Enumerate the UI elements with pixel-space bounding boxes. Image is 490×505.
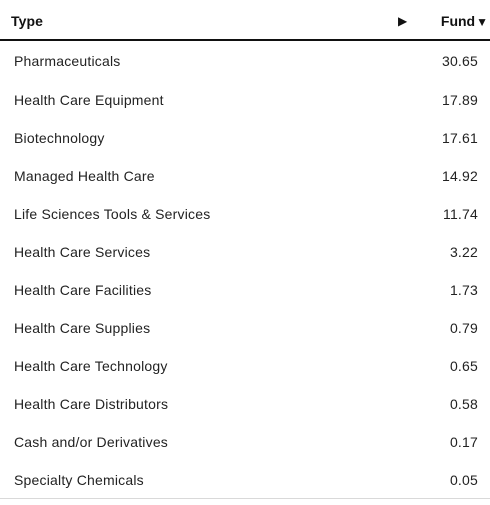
type-cell: Biotechnology: [14, 130, 105, 146]
type-cell: Life Sciences Tools & Services: [14, 206, 211, 222]
type-column-header: Type: [11, 13, 44, 29]
type-cell: Health Care Facilities: [14, 282, 152, 298]
table-row: Health Care Distributors 0.58: [0, 384, 490, 422]
fund-cell: 0.17: [449, 434, 478, 450]
fund-cell: 14.92: [441, 168, 478, 184]
fund-cell: 0.65: [449, 358, 478, 374]
table-row: Pharmaceuticals 30.65: [0, 41, 490, 80]
fund-column-header[interactable]: Fund▼: [441, 13, 488, 29]
triangle-right-icon[interactable]: ▶: [398, 14, 408, 28]
table-row: Cash and/or Derivatives 0.17: [0, 422, 490, 460]
table-row: Health Care Technology 0.65: [0, 346, 490, 384]
type-cell: Specialty Chemicals: [14, 472, 144, 488]
fund-cell: 0.79: [449, 320, 478, 336]
fund-cell: 0.05: [449, 472, 478, 488]
table-row: Health Care Supplies 0.79: [0, 308, 490, 346]
type-cell: Pharmaceuticals: [14, 53, 121, 69]
table-row: Health Care Services 3.22: [0, 232, 490, 270]
fund-cell: 1.73: [449, 282, 478, 298]
type-cell: Managed Health Care: [14, 168, 155, 184]
type-cell: Health Care Distributors: [14, 396, 169, 412]
table-row: Health Care Equipment 17.89: [0, 80, 490, 118]
type-cell: Health Care Equipment: [14, 92, 164, 108]
fund-cell: 17.61: [441, 130, 478, 146]
fund-cell: 11.74: [443, 206, 478, 222]
table-header: Type ▶ Fund▼: [0, 0, 490, 41]
triangle-down-icon[interactable]: ▼: [476, 15, 488, 29]
type-cell: Health Care Services: [14, 244, 151, 260]
table-row: Specialty Chemicals 0.05: [0, 460, 490, 498]
table-row: Life Sciences Tools & Services 11.74: [0, 194, 490, 232]
fund-cell: 17.89: [441, 92, 478, 108]
table-body: Pharmaceuticals 30.65 Health Care Equipm…: [0, 41, 490, 498]
fund-header-label: Fund: [440, 13, 476, 29]
fund-cell: 30.65: [441, 53, 478, 69]
table-row: Managed Health Care 14.92: [0, 156, 490, 194]
table-row: Biotechnology 17.61: [0, 118, 490, 156]
table-bottom-divider: [0, 498, 490, 499]
type-cell: Health Care Supplies: [14, 320, 151, 336]
fund-cell: 3.22: [449, 244, 478, 260]
fund-cell: 0.58: [449, 396, 478, 412]
type-cell: Cash and/or Derivatives: [14, 434, 168, 450]
table-row: Health Care Facilities 1.73: [0, 270, 490, 308]
type-cell: Health Care Technology: [14, 358, 168, 374]
